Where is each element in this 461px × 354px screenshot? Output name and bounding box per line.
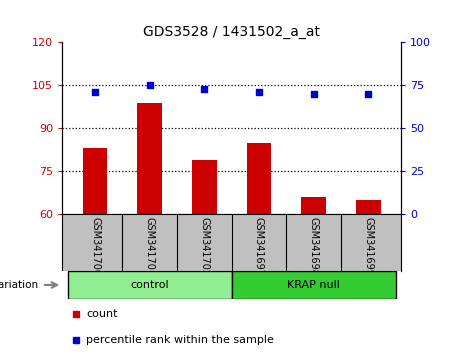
Text: GSM341700: GSM341700 — [90, 217, 100, 276]
Text: genotype/variation: genotype/variation — [0, 280, 39, 290]
Point — [91, 90, 99, 95]
Text: KRAP null: KRAP null — [287, 280, 340, 290]
Text: GSM341698: GSM341698 — [308, 217, 319, 276]
Title: GDS3528 / 1431502_a_at: GDS3528 / 1431502_a_at — [143, 25, 320, 39]
Text: GSM341701: GSM341701 — [145, 217, 155, 276]
Bar — [192, 160, 217, 214]
Bar — [301, 197, 326, 214]
Text: GSM341702: GSM341702 — [199, 217, 209, 276]
Bar — [356, 200, 381, 214]
Bar — [83, 148, 107, 214]
Point — [310, 91, 317, 97]
Text: control: control — [130, 280, 169, 290]
Text: GSM341697: GSM341697 — [254, 217, 264, 276]
Text: count: count — [86, 309, 118, 320]
Text: percentile rank within the sample: percentile rank within the sample — [86, 335, 274, 345]
Bar — [137, 103, 162, 214]
Bar — [247, 143, 271, 214]
Point — [146, 82, 154, 88]
Point — [365, 91, 372, 97]
Text: GSM341699: GSM341699 — [363, 217, 373, 276]
Bar — [68, 271, 232, 299]
Point — [255, 90, 263, 95]
Bar — [232, 271, 396, 299]
Point — [201, 86, 208, 92]
